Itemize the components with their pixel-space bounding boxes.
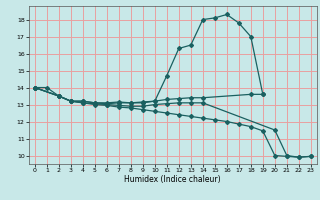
- X-axis label: Humidex (Indice chaleur): Humidex (Indice chaleur): [124, 175, 221, 184]
